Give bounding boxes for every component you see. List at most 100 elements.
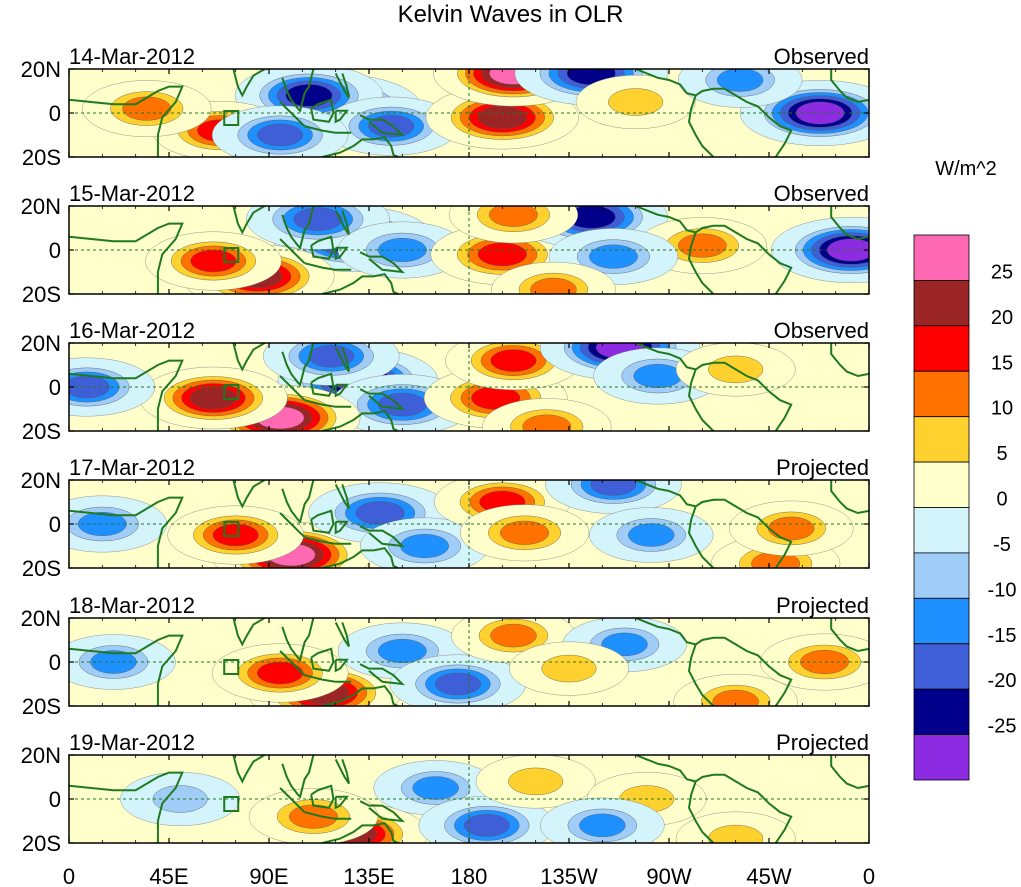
colorbar-swatch bbox=[913, 552, 970, 599]
colorbar-label: -5 bbox=[993, 534, 1011, 556]
y-tick-label: 20S bbox=[22, 556, 61, 581]
x-tick-label: 0 bbox=[863, 864, 875, 887]
panel-4: 20N 0 20S 17-Mar-2012 Projected bbox=[21, 455, 870, 581]
x-tick-label: 90W bbox=[646, 864, 691, 887]
olr-field bbox=[120, 755, 796, 843]
panel-type-label: Projected bbox=[776, 455, 869, 480]
y-tick-label: 0 bbox=[49, 787, 61, 812]
olr-anomaly-positive bbox=[448, 206, 579, 244]
y-tick-label: 20N bbox=[21, 743, 61, 768]
olr-anomaly-negative bbox=[69, 357, 155, 417]
y-tick-label: 20S bbox=[22, 145, 61, 170]
region-box bbox=[223, 384, 240, 400]
olr-field bbox=[69, 343, 796, 431]
colorbar-label: 5 bbox=[996, 443, 1007, 465]
coastlines bbox=[69, 755, 869, 843]
x-tick-label: 90E bbox=[249, 864, 288, 887]
region-box bbox=[223, 247, 240, 263]
region-box bbox=[223, 521, 240, 537]
olr-anomaly-positive bbox=[491, 261, 616, 294]
olr-anomaly-negative bbox=[359, 517, 490, 568]
y-tick-label: 20N bbox=[21, 468, 61, 493]
y-tick-label: 20S bbox=[22, 282, 61, 307]
olr-anomaly-negative bbox=[562, 618, 687, 673]
coastlines bbox=[69, 206, 869, 294]
panels-group: 20N 0 20S 14-Mar-2012 Observed 20N 0 20S 15-Mar-… bbox=[21, 44, 870, 856]
y-tick-label: 0 bbox=[49, 238, 61, 263]
olr-field bbox=[82, 69, 869, 157]
colorbar-swatch bbox=[913, 688, 970, 736]
panel-type-label: Observed bbox=[774, 181, 869, 206]
olr-field bbox=[69, 480, 854, 568]
colorbar-label: -25 bbox=[988, 716, 1017, 738]
x-tick-label: 135W bbox=[540, 864, 598, 887]
panel-date-label: 18-Mar-2012 bbox=[69, 593, 195, 618]
olr-anomaly-positive bbox=[509, 641, 629, 696]
colorbar-label: 0 bbox=[996, 489, 1007, 511]
colorbar-label: 10 bbox=[991, 398, 1013, 420]
olr-anomaly-positive bbox=[459, 504, 590, 562]
olr-anomaly-positive bbox=[211, 643, 349, 703]
panel-5: 20N 0 20S 18-Mar-2012 Projected bbox=[21, 593, 870, 719]
panel-date-label: 15-Mar-2012 bbox=[69, 181, 195, 206]
coastlines bbox=[69, 343, 869, 431]
olr-anomaly-negative bbox=[589, 507, 714, 563]
panel-date-label: 16-Mar-2012 bbox=[69, 318, 195, 343]
chart-title: Kelvin Waves in OLR bbox=[397, 1, 624, 28]
olr-anomaly-positive bbox=[145, 231, 282, 291]
x-tick-label: 135E bbox=[343, 864, 394, 887]
olr-anomaly-positive bbox=[248, 788, 379, 843]
colorbar-swatch bbox=[913, 234, 970, 281]
panel-6: 20N 0 20S 19-Mar-2012 Projected bbox=[21, 730, 870, 856]
panel-3: 20N 0 20S 16-Mar-2012 Observed bbox=[21, 318, 870, 444]
y-tick-label: 20N bbox=[21, 57, 61, 82]
colorbar-label: -15 bbox=[988, 625, 1017, 647]
colorbar-swatch bbox=[913, 643, 970, 690]
olr-anomaly-negative bbox=[211, 105, 349, 157]
panel-type-label: Observed bbox=[774, 318, 869, 343]
coastlines bbox=[69, 69, 869, 157]
colorbar-swatch bbox=[913, 734, 970, 781]
colorbar-swatch bbox=[913, 416, 970, 463]
panel-type-label: Projected bbox=[776, 730, 869, 755]
y-tick-label: 20S bbox=[22, 419, 61, 444]
olr-anomaly-negative bbox=[545, 480, 682, 514]
olr-anomaly-positive bbox=[675, 811, 796, 843]
olr-anomaly-positive bbox=[575, 74, 696, 129]
panel-date-label: 17-Mar-2012 bbox=[69, 455, 195, 480]
olr-anomaly-negative bbox=[389, 654, 527, 706]
x-tick-label: 45E bbox=[149, 864, 188, 887]
coastlines bbox=[69, 618, 869, 706]
olr-anomaly-positive bbox=[82, 80, 212, 137]
colorbar-label: -20 bbox=[988, 670, 1017, 692]
olr-anomaly-positive bbox=[482, 398, 612, 431]
colorbar-swatch bbox=[913, 279, 970, 327]
panel-type-label: Projected bbox=[776, 593, 869, 618]
x-tick-label: 180 bbox=[451, 864, 488, 887]
colorbar: W/m^2 25 20 15 10 5 0 -5 -10 -15 -20 -25 bbox=[913, 158, 1017, 781]
panel-1: 20N 0 20S 14-Mar-2012 Observed bbox=[21, 44, 870, 170]
panel-2: 20N 0 20S 15-Mar-2012 Observed bbox=[21, 181, 870, 307]
y-tick-label: 0 bbox=[49, 650, 61, 675]
y-tick-label: 0 bbox=[49, 101, 61, 126]
panel-date-label: 19-Mar-2012 bbox=[69, 730, 195, 755]
region-box bbox=[223, 110, 240, 126]
y-tick-label: 20S bbox=[22, 694, 61, 719]
x-tick-label: 45W bbox=[746, 864, 791, 887]
colorbar-swatch bbox=[913, 597, 970, 645]
colorbar-swatch bbox=[913, 507, 970, 554]
y-tick-label: 0 bbox=[49, 375, 61, 400]
colorbar-swatch bbox=[913, 325, 970, 372]
olr-anomaly-negative bbox=[418, 795, 555, 843]
y-tick-label: 20N bbox=[21, 606, 61, 631]
coastlines bbox=[69, 480, 869, 568]
colorbar-swatch bbox=[913, 370, 970, 418]
olr-anomaly-positive bbox=[475, 755, 596, 809]
olr-anomaly-positive bbox=[729, 500, 854, 557]
olr-anomaly-positive bbox=[139, 366, 288, 430]
colorbar-swatch bbox=[913, 461, 970, 508]
panel-type-label: Observed bbox=[774, 44, 869, 69]
colorbar-label: 25 bbox=[991, 261, 1013, 283]
panel-date-label: 14-Mar-2012 bbox=[69, 44, 195, 69]
